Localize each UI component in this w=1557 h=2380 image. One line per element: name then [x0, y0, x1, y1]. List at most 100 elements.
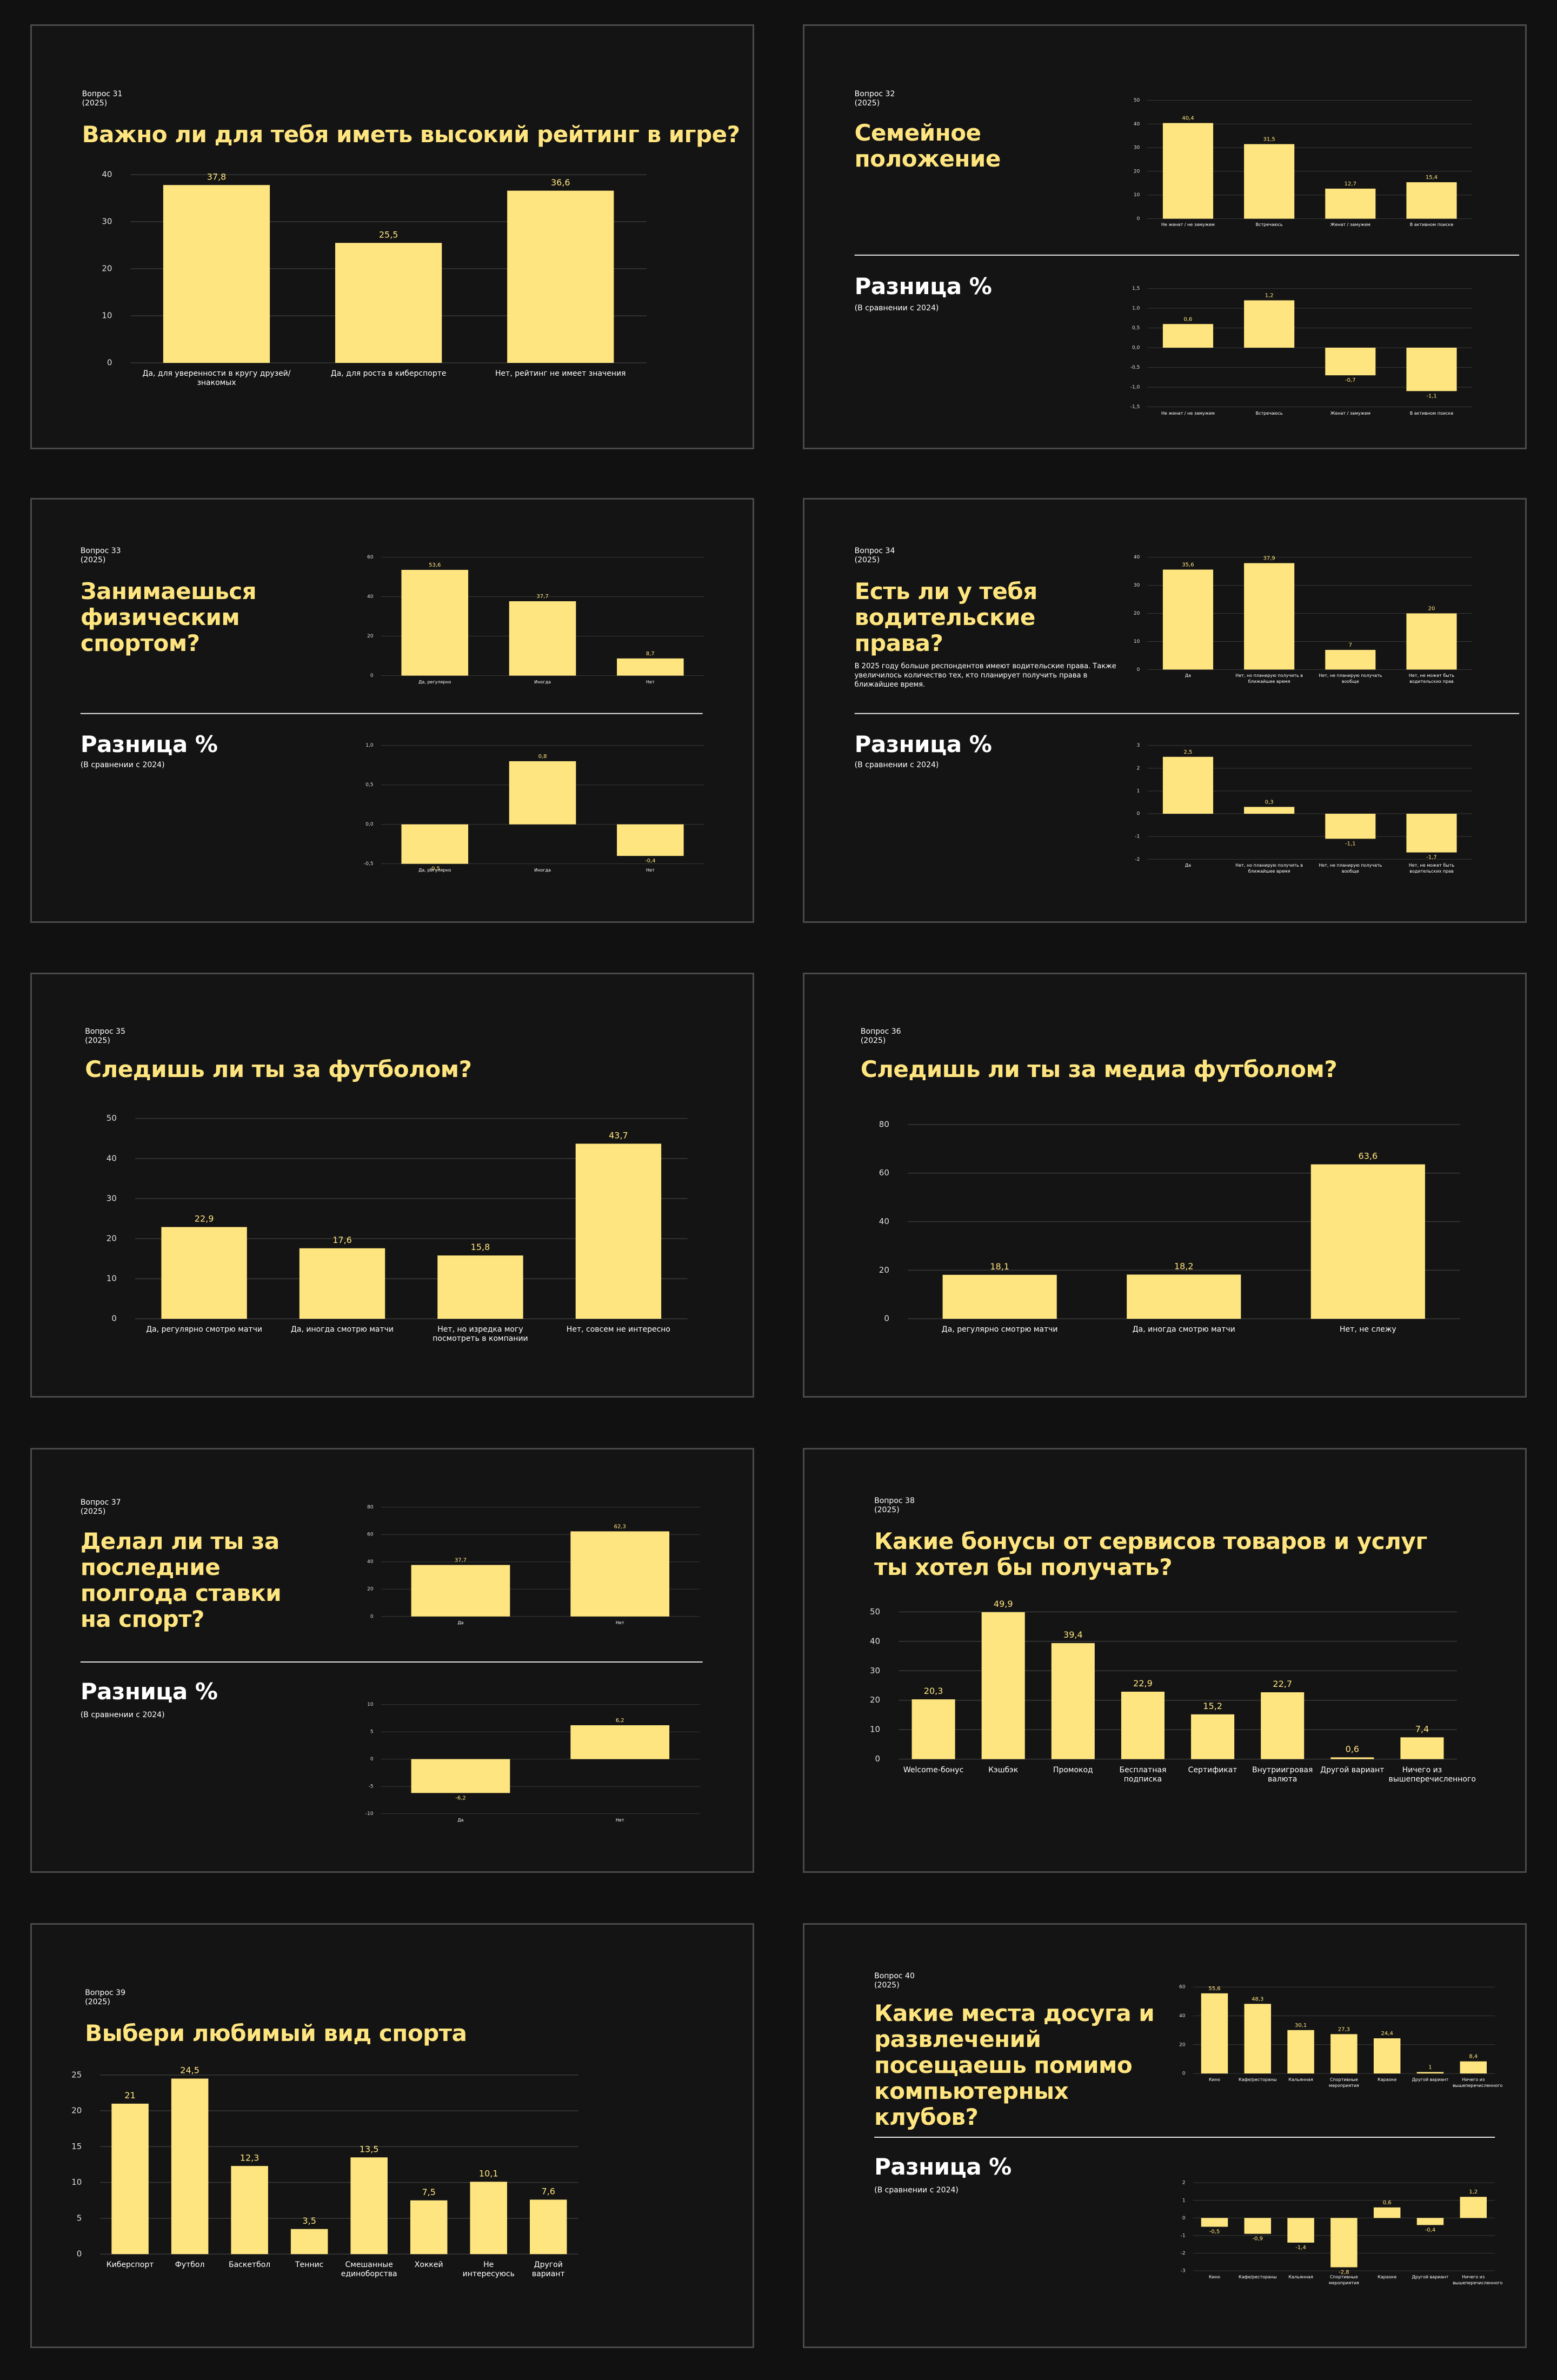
y-tick-label: 0,5 [365, 782, 373, 788]
bar [1244, 807, 1295, 814]
y-tick-label: 20 [870, 1695, 880, 1705]
bar [1244, 300, 1295, 348]
y-tick-label: 40 [367, 594, 374, 600]
y-tick-label: -3 [1181, 2268, 1186, 2273]
slide-chart: 0 10 20 30 40 37,8 25,5 36,6 [102, 170, 647, 368]
x-tick-label: Встречаюсь [1255, 410, 1283, 416]
x-tick-label: Промокод [1053, 1765, 1093, 1774]
value-label: 62,3 [614, 1524, 626, 1530]
x-tick-label: Да, иногда смотрю матчи [1132, 1325, 1235, 1334]
value-label: 20 [1428, 606, 1435, 612]
y-tick-label: 80 [879, 1119, 889, 1129]
x-tick-label: Да, для уверенности в кругу друзей/знако… [142, 369, 291, 388]
value-label: 22,9 [195, 1214, 214, 1224]
question-year: (2025) [860, 1036, 886, 1046]
bar [617, 824, 684, 856]
question-year: (2025) [874, 1981, 900, 1990]
question-year: (2025) [80, 556, 106, 565]
bar [1373, 2038, 1401, 2074]
y-tick-label: -1 [1135, 834, 1140, 840]
y-tick-label: 10 [1134, 192, 1140, 198]
slide-chart: 0 20 40 60 53,6 37,7 8,7 1,0 0,5 0,0 -0,5 -0,5 0,8 -0… [80, 555, 704, 872]
value-label: 18,2 [1174, 1261, 1194, 1272]
value-label: 37,7 [536, 594, 548, 600]
x-tick-label: Другой вариант [1412, 2077, 1449, 2083]
y-tick-label: 60 [367, 1532, 374, 1538]
value-label: -0,7 [1345, 377, 1356, 383]
value-label: 22,7 [1273, 1679, 1292, 1689]
bar [335, 243, 442, 363]
bar [470, 2182, 507, 2255]
x-tick-label: Караоке [1378, 2274, 1397, 2279]
x-tick-label: Ничего из вышеперечисленного [1452, 2077, 1503, 2089]
y-tick-label: 60 [879, 1168, 889, 1178]
value-label: 40,4 [1182, 116, 1194, 122]
y-tick-label: 40 [870, 1636, 880, 1646]
bar [1244, 2004, 1272, 2074]
slide-chart: 0 20 40 60 80 37,7 62,3 10 5 0 -5 -10 -6,2 6,2 [80, 1505, 703, 1817]
bar [410, 2200, 448, 2255]
bar [1406, 613, 1457, 670]
slide: 0 20 40 60 53,6 37,7 8,7 1,0 0,5 0,0 -0,5 -0,5 0,8 -0… [30, 498, 754, 923]
value-label: 36,6 [551, 177, 570, 188]
bar [411, 1565, 510, 1617]
question-label: Вопрос 31 [82, 89, 123, 98]
bar [1400, 1737, 1444, 1759]
bar [1416, 2072, 1444, 2074]
value-label: 0,6 [1346, 1744, 1359, 1754]
value-label: 37,9 [1263, 556, 1275, 562]
question-year: (2025) [85, 1036, 110, 1046]
value-label: -0,5 [1209, 2229, 1220, 2235]
y-tick-label: 20 [879, 1265, 889, 1275]
y-tick-label: -1,0 [1130, 385, 1140, 390]
bar [163, 185, 270, 363]
x-tick-label: Кафе/рестораны [1239, 2077, 1277, 2083]
bar [1330, 2034, 1358, 2074]
value-label: 7,4 [1415, 1724, 1429, 1734]
value-label: 15,2 [1203, 1701, 1222, 1711]
question-label: Вопрос 37 [80, 1498, 121, 1507]
x-tick-label: Женат / замужем [1330, 222, 1370, 228]
value-label: 55,6 [1208, 1986, 1220, 1992]
value-label: 1 [1428, 2064, 1432, 2070]
y-tick-label: -10 [365, 1811, 374, 1817]
y-tick-label: 50 [1134, 98, 1140, 103]
y-tick-label: -0,5 [1130, 365, 1140, 370]
x-tick-label: Кафе/рестораны [1239, 2274, 1277, 2279]
x-tick-label: Да, регулярно смотрю матчи [941, 1325, 1058, 1334]
bar [1162, 123, 1214, 219]
bar [1051, 1643, 1095, 1759]
bar [1127, 1274, 1241, 1319]
x-tick-label: Баскетбол [228, 2261, 271, 2270]
y-tick-label: 30 [870, 1666, 880, 1676]
y-tick-label: 0 [107, 358, 112, 368]
y-tick-label: 20 [367, 1587, 374, 1592]
value-label: -0,4 [645, 858, 656, 864]
x-tick-label: Нет, не планирую получать вообще [1319, 673, 1382, 684]
bar [161, 1227, 247, 1319]
bar [299, 1248, 385, 1319]
y-tick-label: 0,0 [365, 822, 374, 827]
y-tick-label: 20 [71, 2106, 82, 2116]
question-label: Вопрос 36 [860, 1027, 901, 1036]
y-tick-label: 10 [870, 1725, 880, 1734]
value-label: 43,7 [609, 1130, 628, 1140]
x-tick-label: Иногда [534, 867, 551, 873]
y-tick-label: 40 [107, 1153, 117, 1163]
x-tick-label: Да [1185, 863, 1192, 868]
bar [111, 2103, 149, 2255]
y-tick-label: 1,0 [365, 743, 374, 748]
x-tick-label: В активном поиске [1409, 410, 1454, 416]
value-label: 12,3 [240, 2152, 260, 2163]
x-tick-label: Да [457, 1817, 464, 1823]
slide-title: Какие места досуга и развлечений посещае… [874, 2000, 1155, 2131]
x-tick-label: Ничего из вышеперечисленного [1452, 2274, 1503, 2285]
value-label: 13,5 [360, 2144, 379, 2154]
y-tick-label: 1,5 [1132, 286, 1140, 291]
slide-title: Выбери любимый вид спорта [85, 2019, 467, 2046]
slide-title: Занимаешься физическим спортом? [80, 577, 257, 656]
y-tick-label: -1 [1181, 2233, 1186, 2238]
y-tick-label: 50 [870, 1607, 880, 1617]
x-tick-label: Караоке [1378, 2077, 1397, 2083]
x-tick-label: Кэшбэк [988, 1765, 1019, 1774]
